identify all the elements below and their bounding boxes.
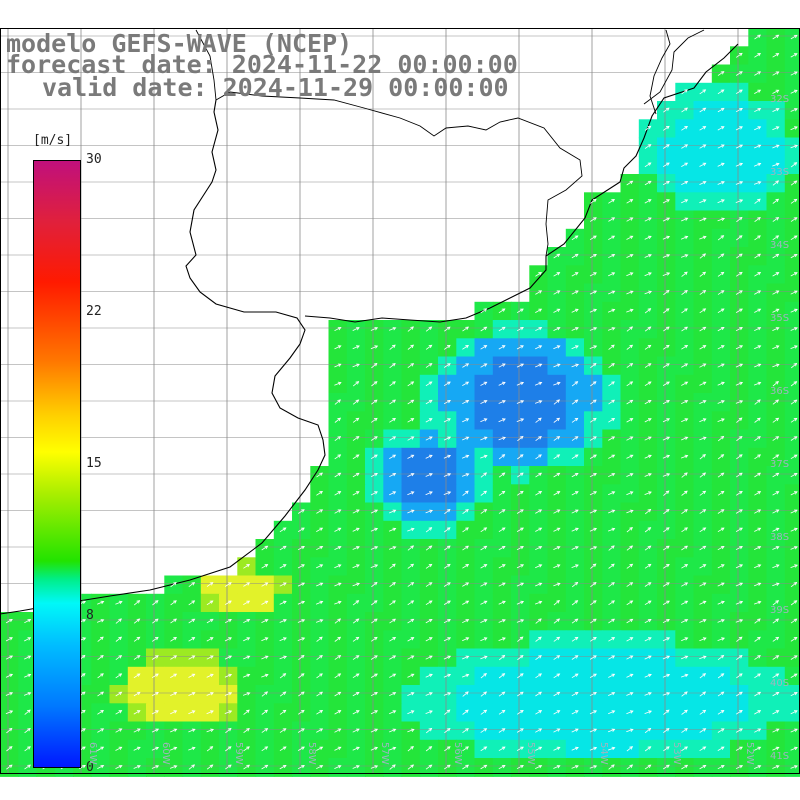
- colorbar-tick-8: 8: [86, 608, 94, 623]
- coastline-path: [0, 99, 326, 615]
- lon-label-57w: 57W: [379, 742, 390, 765]
- lat-label-36s: 36S: [770, 386, 790, 397]
- lat-label-34s: 34S: [770, 240, 790, 251]
- lat-label-39s: 39S: [770, 605, 790, 616]
- lon-label-61w: 61W: [87, 742, 98, 765]
- lat-label-33s: 33S: [770, 167, 790, 178]
- map-title-model: modelo GEFS-WAVE (NCEP): [6, 29, 353, 58]
- colorbar-tick-22: 22: [86, 304, 102, 319]
- map-title-valid-date: valid date: 2024-11-29 00:00:00: [42, 73, 509, 102]
- lat-label-40s: 40S: [770, 678, 790, 689]
- lat-label-38s: 38S: [770, 532, 790, 543]
- colorbar-tick-0: 0: [86, 760, 94, 775]
- lon-label-60w: 60W: [160, 742, 171, 765]
- lon-label-59w: 59W: [233, 742, 244, 765]
- colorbar-tick-30: 30: [86, 152, 102, 167]
- map-title-forecast-date: forecast date: 2024-11-22 00:00:00: [6, 50, 518, 79]
- lon-label-54w: 54W: [598, 742, 609, 765]
- coastline: [0, 29, 739, 615]
- lagoon-coast: [643, 29, 705, 105]
- uruguay-inland-border: [215, 91, 583, 257]
- colorbar-unit: [m/s]: [33, 133, 73, 148]
- colorbar-tick-15: 15: [86, 456, 102, 471]
- wind-speed-field: [0, 28, 800, 777]
- lat-label-32s: 32S: [770, 94, 790, 105]
- lon-label-52w: 52W: [744, 742, 755, 765]
- lat-label-35s: 35S: [770, 313, 790, 324]
- lat-label-41s: 41S: [770, 751, 790, 762]
- upper-border: [195, 29, 217, 101]
- rio-de-la-plata-north-shore: [304, 43, 739, 323]
- lon-label-53w: 53W: [671, 742, 682, 765]
- lon-label-55w: 55W: [525, 742, 536, 765]
- colorbar: [33, 160, 81, 768]
- north-inland-border: [649, 29, 671, 115]
- lon-label-56w: 56W: [452, 742, 463, 765]
- lat-label-37s: 37S: [770, 459, 790, 470]
- lon-label-58w: 58W: [306, 742, 317, 765]
